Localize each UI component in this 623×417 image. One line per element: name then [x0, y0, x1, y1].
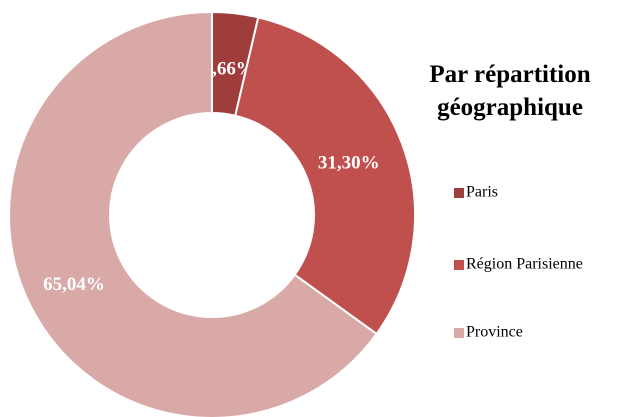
- legend-swatch: [454, 328, 464, 338]
- chart-title: Par répartition géographique: [429, 61, 591, 121]
- donut-slice: [8, 10, 378, 417]
- data-label: 65,04%: [43, 274, 105, 295]
- legend-swatch: [454, 188, 464, 198]
- legend-swatch: [454, 260, 464, 270]
- data-label: 31,30%: [318, 152, 380, 173]
- data-label: 3,66%: [203, 58, 255, 79]
- legend-label: Région Parisienne: [466, 256, 583, 273]
- donut-slice: [234, 16, 416, 336]
- legend-label: Province: [466, 324, 523, 341]
- legend-label: Paris: [466, 184, 498, 201]
